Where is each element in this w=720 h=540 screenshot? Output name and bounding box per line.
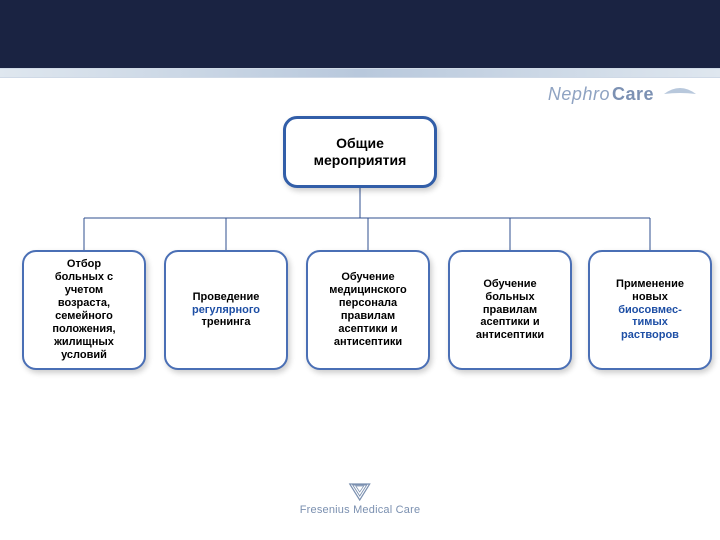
child-node: Отборбольных сучетомвозраста,семейногопо…: [22, 250, 146, 370]
footer-text: Fresenius Medical Care: [300, 504, 421, 516]
node-line: условий: [52, 349, 115, 362]
child-node: Применениеновыхбиосовмес-тимыхрастворов: [588, 250, 712, 370]
child-node: Проведениерегулярноготренинга: [164, 250, 288, 370]
node-line: больных с: [52, 271, 115, 284]
node-text: Применениеновыхбиосовмес-тимыхрастворов: [616, 278, 684, 343]
footer-logo: Fresenius Medical Care: [300, 483, 421, 516]
node-line: персонала: [329, 297, 407, 310]
node-line: Применение: [616, 278, 684, 291]
child-node: Обучениемедицинскогоперсоналаправиламасе…: [306, 250, 430, 370]
node-text: Проведениерегулярноготренинга: [192, 291, 260, 330]
node-line: жилищных: [52, 336, 115, 349]
node-line: регулярного: [192, 304, 260, 317]
node-line: Обучение: [329, 271, 407, 284]
node-line: медицинского: [329, 284, 407, 297]
child-node: Обучениебольныхправиламасептики иантисеп…: [448, 250, 572, 370]
node-line: тимых: [616, 316, 684, 329]
node-line: правилам: [329, 310, 407, 323]
node-line: биосовмес-: [616, 304, 684, 317]
node-line: асептики и: [329, 323, 407, 336]
node-line: мероприятия: [314, 152, 407, 169]
node-line: больных: [476, 291, 544, 304]
node-line: учетом: [52, 284, 115, 297]
node-text: Общиемероприятия: [314, 135, 407, 168]
node-text: Обучениебольныхправиламасептики иантисеп…: [476, 278, 544, 343]
node-line: Отбор: [52, 258, 115, 271]
node-text: Обучениемедицинскогоперсоналаправиламасе…: [329, 271, 407, 349]
node-line: правилам: [476, 304, 544, 317]
node-line: положения,: [52, 323, 115, 336]
node-line: тренинга: [192, 316, 260, 329]
node-line: новых: [616, 291, 684, 304]
node-line: растворов: [616, 329, 684, 342]
node-line: Проведение: [192, 291, 260, 304]
node-text: Отборбольных сучетомвозраста,семейногопо…: [52, 258, 115, 362]
node-line: Общие: [314, 135, 407, 152]
node-line: возраста,: [52, 297, 115, 310]
node-line: семейного: [52, 310, 115, 323]
node-line: антисептики: [329, 336, 407, 349]
node-line: антисептики: [476, 329, 544, 342]
node-line: Обучение: [476, 278, 544, 291]
root-node: Общиемероприятия: [283, 116, 437, 188]
diagram-canvas: Общиемероприятия Отборбольных сучетомвозр…: [0, 0, 720, 540]
node-line: асептики и: [476, 316, 544, 329]
footer-triangle-icon: [349, 483, 371, 501]
